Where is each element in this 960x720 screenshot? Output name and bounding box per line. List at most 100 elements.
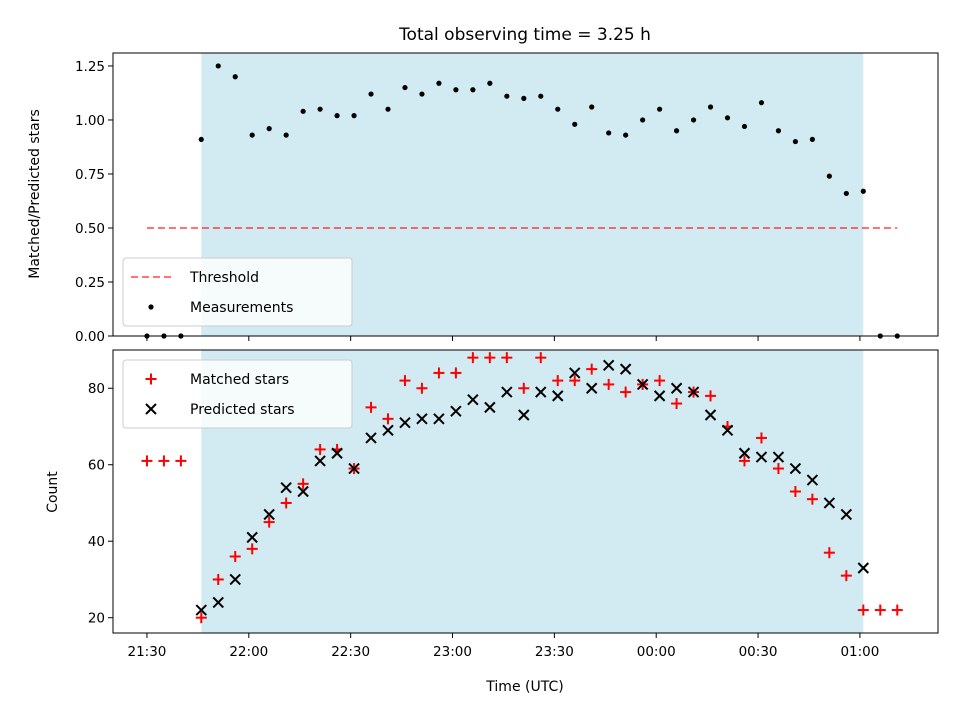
count-series1-point-15-b xyxy=(399,416,411,429)
count-series1-point-35-b xyxy=(738,447,751,459)
count-series0-point-36 xyxy=(755,432,767,444)
count-series1-point-25-b xyxy=(569,367,581,379)
count-series1-point-25 xyxy=(569,367,581,379)
ratio-series0-point-41 xyxy=(843,190,849,197)
ratio-legend-label-0: Threshold xyxy=(189,270,259,286)
count-legend-swatch-0 xyxy=(145,373,157,385)
ratio-legend-box xyxy=(122,257,353,327)
ratio-axes-frame xyxy=(112,52,939,337)
count-series1-point-13-b xyxy=(365,432,377,444)
count-series1-point-41 xyxy=(840,508,853,521)
ratio-y-tick-label-5: 1.25 xyxy=(75,59,105,75)
count-series1-point-34 xyxy=(721,424,734,437)
ratio-series0-point-32 xyxy=(690,117,697,123)
count-series0-point-2 xyxy=(175,455,187,467)
ratio-legend-label-1: Measurements xyxy=(190,300,293,316)
count-series1-point-37-b xyxy=(772,451,785,463)
ratio-series0-point-16 xyxy=(419,91,425,97)
ratio-series0-point-28 xyxy=(623,132,629,138)
count-series1-point-39 xyxy=(806,474,819,486)
ratio-series0-point-35 xyxy=(741,123,748,130)
ratio-series0-point-18 xyxy=(453,87,459,93)
count-series1-point-11 xyxy=(331,447,343,459)
ratio-series0-point-36 xyxy=(758,100,765,106)
ratio-series0-point-7 xyxy=(266,126,272,132)
count-series1-point-30-b xyxy=(653,390,666,402)
count-series1-point-42-b xyxy=(857,562,870,574)
count-legend-box xyxy=(122,359,353,429)
count-series0-point-22 xyxy=(518,382,530,394)
ratio-series0-point-34 xyxy=(724,115,731,121)
count-legend: Matched stars Predicted stars xyxy=(122,359,353,429)
count-series0-point-4 xyxy=(212,573,224,585)
ratio-series0-point-37 xyxy=(775,128,782,134)
ratio-series0-point-42 xyxy=(860,188,866,194)
count-series1-point-24-b xyxy=(552,390,564,402)
count-series1-point-35 xyxy=(738,447,751,459)
chart-title: Total observing time = 3.25 h xyxy=(398,25,651,45)
count-legend-swatch-1-b xyxy=(145,403,157,415)
count-series0-point-1 xyxy=(158,455,170,467)
count-series1-point-14 xyxy=(382,424,394,437)
count-series1-point-31 xyxy=(670,382,683,394)
count-series1-point-4 xyxy=(212,596,224,609)
count-panel: 20 40 60 80 21:30 22:00 22:30 23:00 23:30 00:00 00… xyxy=(88,349,939,660)
top-y-axis-label: Matched/Predicted stars xyxy=(27,109,43,279)
ratio-y-tick-label-0: 0.00 xyxy=(75,329,105,345)
count-series0-point-41 xyxy=(840,570,852,582)
count-series1-point-6-b xyxy=(246,531,258,544)
count-series0-point-37 xyxy=(772,463,784,475)
count-series1-point-37 xyxy=(772,451,785,463)
count-series0-point-38 xyxy=(789,486,801,497)
count-series1-point-27 xyxy=(602,359,615,372)
count-series0-point-31 xyxy=(671,398,683,410)
count-series1-point-18-b xyxy=(450,405,462,417)
count-series0-point-35 xyxy=(738,455,750,467)
ratio-series0-point-23 xyxy=(538,93,544,99)
count-series0-point-39 xyxy=(806,493,818,505)
count-series1-point-38 xyxy=(789,462,802,475)
count-series1-point-33 xyxy=(704,409,717,421)
ratio-series0-point-22 xyxy=(521,95,527,101)
ratio-series0-point-29 xyxy=(640,117,646,123)
count-series0-point-20 xyxy=(484,352,496,364)
count-series1-point-34-b xyxy=(721,424,734,437)
count-series1-point-16 xyxy=(416,413,428,425)
ratio-panel: 0.00 0.25 0.50 0.75 1.00 1.25 Threshold Measure… xyxy=(75,52,939,345)
count-series0-point-17 xyxy=(433,367,445,379)
count-series1-point-10-b xyxy=(314,455,326,467)
count-series0-point-27 xyxy=(603,378,615,390)
count-series0-point-0 xyxy=(141,455,153,467)
x-tick-label-4: 23:30 xyxy=(535,644,574,660)
count-series1-point-13 xyxy=(365,432,377,444)
count-series0-point-19 xyxy=(467,352,479,364)
ratio-series0-point-6 xyxy=(249,132,255,138)
count-series1-point-40-b xyxy=(823,497,836,509)
count-series1-point-38-b xyxy=(789,462,802,475)
count-series1-point-29-b xyxy=(636,378,649,391)
ratio-series0-point-13 xyxy=(368,91,374,97)
count-series0-point-13 xyxy=(365,401,377,413)
ratio-series0-point-40 xyxy=(826,173,832,179)
count-series1-point-36 xyxy=(755,451,768,463)
ratio-y-tick-label-2: 0.50 xyxy=(75,221,105,237)
ratio-series0-point-9 xyxy=(300,108,306,114)
count-series1-point-12-b xyxy=(348,462,360,475)
count-series1-point-18 xyxy=(450,405,462,417)
count-series1-point-11-b xyxy=(331,447,343,459)
count-series1-point-22-b xyxy=(518,409,530,421)
count-series0-point-6 xyxy=(246,543,258,555)
count-series1-point-27-b xyxy=(602,359,615,372)
count-y-tick-label-1: 40 xyxy=(88,534,105,550)
count-series1-point-7-b xyxy=(263,508,275,521)
count-series1-point-28-b xyxy=(619,363,632,375)
count-series0-point-25 xyxy=(569,375,581,387)
ratio-series0-point-17 xyxy=(436,80,442,86)
count-series0-point-33 xyxy=(705,390,717,402)
ratio-series0-point-24 xyxy=(555,106,561,112)
count-axes-frame xyxy=(112,349,939,634)
count-series1-point-15 xyxy=(399,416,411,429)
count-series0-point-28 xyxy=(620,386,632,398)
count-series1-point-20 xyxy=(484,401,496,414)
